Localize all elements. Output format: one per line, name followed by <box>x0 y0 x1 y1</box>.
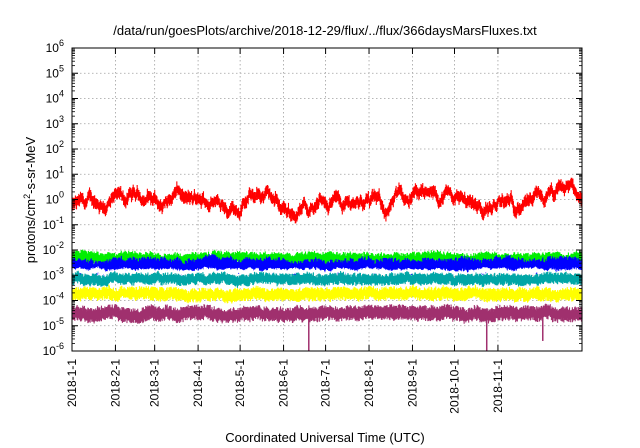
x-tick-label: 2018-8-1 <box>362 359 376 407</box>
x-axis-tick-labels: 2018-1-1 2018-2-1 2018-3-1 2018-4-1 2018-5-1… <box>65 359 505 414</box>
x-tick-label: 2018-1-1 <box>65 359 79 407</box>
y-axis-label: protons/cm2-s-sr-MeV <box>22 136 38 263</box>
y-tick-label: 10-2 <box>43 240 64 257</box>
y-tick-label: 10-5 <box>43 316 64 333</box>
x-tick-label: 2018-3-1 <box>148 359 162 407</box>
x-axis-label: Coordinated Universal Time (UTC) <box>225 430 424 445</box>
y-tick-label: 10-4 <box>43 291 64 308</box>
y-tick-label: 103 <box>46 114 64 131</box>
y-tick-label: 106 <box>46 38 64 55</box>
x-tick-label: 2018-7-1 <box>319 359 333 407</box>
y-tick-label: 105 <box>46 63 64 80</box>
axes <box>71 47 583 352</box>
y-tick-label: 100 <box>46 190 64 207</box>
x-tick-label: 2018-5-1 <box>233 359 247 407</box>
y-tick-label: 104 <box>46 89 64 106</box>
y-axis-tick-labels: 10-6 10-5 10-4 10-3 10-2 10-1 100 101 102 103 104 1… <box>43 38 64 358</box>
y-tick-label: 10-6 <box>43 341 64 358</box>
chart-title: /data/run/goesPlots/archive/2018-12-29/f… <box>113 23 537 38</box>
y-tick-label: 10-1 <box>43 215 64 232</box>
y-tick-label: 10-3 <box>43 265 64 282</box>
x-tick-label: 2018-10-1 <box>448 359 462 414</box>
x-tick-label: 2018-2-1 <box>108 359 122 407</box>
x-tick-label: 2018-4-1 <box>191 359 205 407</box>
x-tick-label: 2018-9-1 <box>405 359 419 407</box>
y-tick-label: 102 <box>46 139 64 156</box>
x-tick-label: 2018-11-1 <box>491 359 505 413</box>
x-tick-label: 2018-6-1 <box>277 359 291 407</box>
y-tick-label: 101 <box>46 164 64 181</box>
